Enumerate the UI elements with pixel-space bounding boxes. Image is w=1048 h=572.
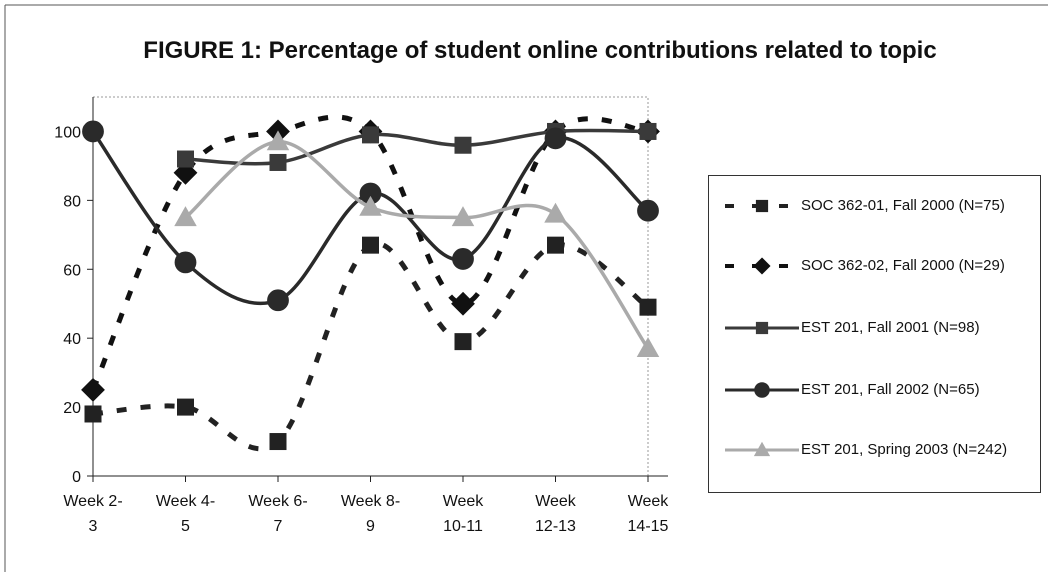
marker bbox=[637, 199, 659, 222]
x-tick-label: Week 6-7 bbox=[248, 493, 307, 535]
marker bbox=[755, 321, 769, 335]
marker bbox=[177, 150, 194, 168]
legend-label: EST 201, Spring 2003 (N=242) bbox=[801, 441, 1008, 458]
marker bbox=[636, 337, 660, 358]
x-tick-label: Week 10-11 bbox=[443, 493, 485, 535]
legend-item: SOC 362-01, Fall 2000 (N=75) bbox=[709, 194, 1031, 218]
marker bbox=[362, 126, 379, 144]
x-tick-label: Week 12-13 bbox=[535, 493, 577, 535]
x-tick-label: Week 2-3 bbox=[63, 493, 122, 535]
legend-swatch bbox=[725, 257, 799, 275]
marker bbox=[454, 136, 472, 154]
y-tick-label: 100 bbox=[54, 124, 81, 141]
chart-title: FIGURE 1: Percentage of student online c… bbox=[143, 37, 937, 64]
series-line bbox=[92, 241, 650, 452]
legend-label: SOC 362-01, Fall 2000 (N=75) bbox=[801, 197, 1005, 214]
marker bbox=[177, 398, 194, 416]
marker bbox=[753, 441, 771, 457]
y-tick-label: 60 bbox=[63, 262, 81, 279]
y-tick-label: 20 bbox=[63, 400, 81, 417]
series-line bbox=[185, 128, 649, 166]
y-tick-label: 40 bbox=[63, 331, 81, 348]
y-tick-label: 0 bbox=[72, 469, 81, 486]
x-tick-label: Week 4-5 bbox=[156, 493, 215, 535]
marker bbox=[269, 153, 287, 171]
series-line bbox=[184, 140, 650, 350]
marker bbox=[451, 291, 475, 316]
marker bbox=[452, 248, 474, 270]
marker bbox=[174, 206, 197, 227]
marker bbox=[267, 289, 289, 312]
marker bbox=[451, 206, 475, 227]
marker bbox=[82, 120, 104, 143]
marker bbox=[84, 405, 102, 423]
legend: SOC 362-01, Fall 2000 (N=75) SOC 362-02, … bbox=[708, 175, 1041, 493]
marker bbox=[753, 257, 771, 275]
marker bbox=[362, 236, 379, 254]
x-tick-label: Week 8-9 bbox=[341, 493, 400, 535]
marker bbox=[81, 377, 105, 402]
legend-item: EST 201, Fall 2002 (N=65) bbox=[709, 378, 1031, 402]
marker bbox=[754, 382, 770, 398]
y-tick-label: 80 bbox=[63, 193, 81, 210]
legend-label: EST 201, Fall 2001 (N=98) bbox=[801, 319, 980, 336]
legend-item: EST 201, Fall 2001 (N=98) bbox=[709, 316, 1031, 340]
marker bbox=[359, 195, 382, 216]
marker bbox=[639, 122, 657, 140]
marker bbox=[266, 130, 290, 151]
marker bbox=[544, 127, 567, 150]
legend-label: EST 201, Fall 2002 (N=65) bbox=[801, 381, 980, 398]
legend-swatch bbox=[725, 441, 799, 457]
legend-item: EST 201, Spring 2003 (N=242) bbox=[709, 438, 1031, 462]
marker bbox=[639, 298, 657, 316]
legend-item: SOC 362-02, Fall 2000 (N=29) bbox=[709, 254, 1031, 278]
marker bbox=[269, 433, 287, 451]
marker bbox=[547, 236, 564, 254]
x-tick-label: Week 14-15 bbox=[628, 493, 670, 535]
legend-swatch bbox=[725, 382, 799, 398]
marker bbox=[544, 202, 567, 223]
marker bbox=[174, 251, 197, 274]
legend-swatch bbox=[725, 199, 799, 213]
marker bbox=[454, 333, 472, 351]
legend-swatch bbox=[725, 321, 799, 335]
series-line bbox=[91, 130, 650, 306]
marker bbox=[755, 199, 769, 213]
plot-area bbox=[92, 96, 649, 477]
legend-label: SOC 362-02, Fall 2000 (N=29) bbox=[801, 257, 1005, 274]
